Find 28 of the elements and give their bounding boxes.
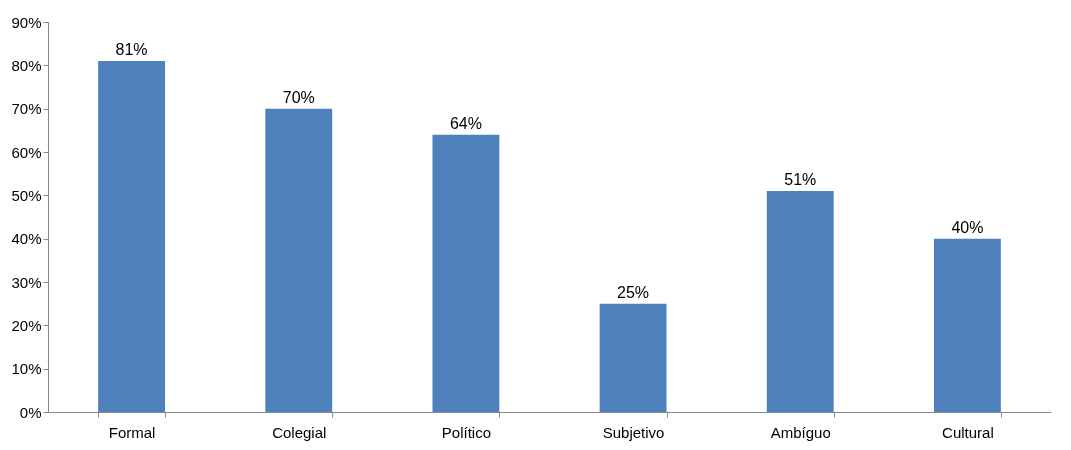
- bar: [599, 303, 667, 412]
- x-tick-label: Cultural: [942, 423, 994, 441]
- data-label: 81%: [115, 41, 148, 58]
- x-tick-label: Ambíguo: [770, 423, 831, 441]
- data-label: 40%: [951, 218, 984, 236]
- x-tick-label: Formal: [108, 423, 156, 441]
- y-tick-label: 0%: [19, 403, 42, 421]
- y-tick-label: 40%: [11, 230, 42, 248]
- x-tick-label: Político: [441, 423, 492, 441]
- bar: [432, 134, 500, 412]
- y-tick-label: 20%: [11, 316, 42, 334]
- bar: [265, 108, 333, 412]
- y-tick-label: 90%: [11, 13, 42, 31]
- x-tick-label: Subjetivo: [602, 423, 665, 441]
- bar: [766, 191, 834, 412]
- data-label: 51%: [784, 171, 817, 188]
- y-tick-label: 80%: [11, 56, 42, 74]
- bar: [933, 238, 1001, 412]
- x-tick-label: Colegial: [272, 423, 327, 441]
- y-tick-label: 70%: [11, 100, 42, 118]
- y-tick-label: 60%: [11, 143, 42, 161]
- data-label: 64%: [449, 114, 482, 132]
- y-tick-label: 50%: [11, 186, 42, 204]
- data-label: 70%: [282, 88, 315, 106]
- bar: [98, 61, 166, 412]
- y-tick-label: 30%: [11, 273, 42, 291]
- y-tick-label: 10%: [11, 360, 42, 378]
- data-label: 25%: [617, 283, 650, 301]
